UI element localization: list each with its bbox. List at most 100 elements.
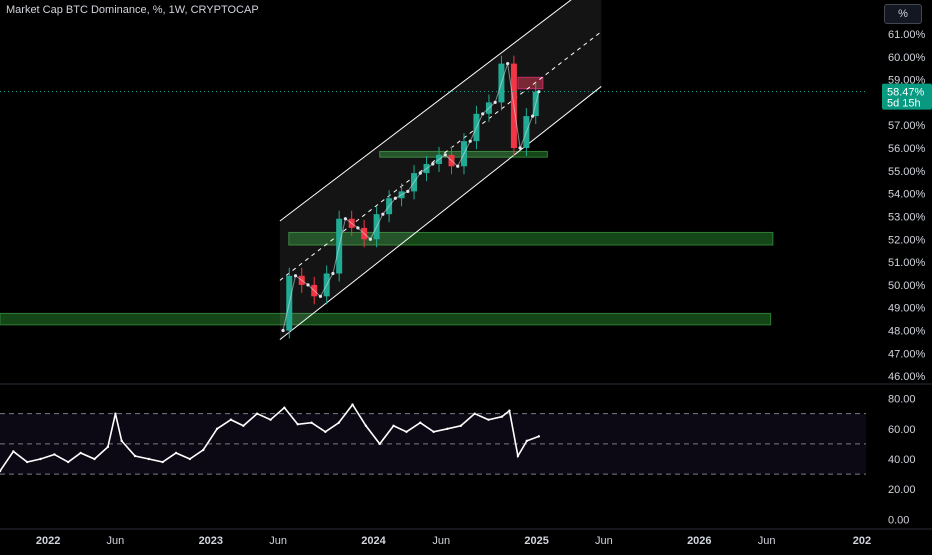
rsi-axis[interactable]: 80.00 60.00 40.00 20.00 0.00 — [888, 394, 916, 527]
rsi-point — [215, 427, 219, 430]
price-tick-label: 52.00% — [888, 234, 926, 246]
price-line — [282, 63, 540, 331]
price-tick-label: 47.00% — [888, 348, 926, 360]
rsi-point — [106, 445, 110, 449]
rsi-point — [188, 457, 192, 461]
last-price-countdown: 5d 15h — [887, 98, 921, 110]
rsi-point — [120, 439, 123, 443]
zone-green-2 — [0, 312, 772, 326]
rsi-point — [459, 424, 463, 427]
price-point — [281, 328, 285, 333]
rsi-point — [114, 412, 117, 415]
price-point — [518, 146, 522, 150]
channel-lower-line — [279, 86, 602, 341]
price-tick-label: 51.00% — [888, 257, 926, 269]
price-point — [406, 189, 410, 193]
price-point — [443, 153, 447, 157]
price-point — [356, 226, 360, 230]
price-axis[interactable]: 61.00%60.00%59.00%58.00%57.00%56.00%55.0… — [882, 29, 932, 383]
percent-scale-button[interactable]: % — [884, 4, 922, 24]
price-point — [368, 237, 372, 241]
price-tick-label: 57.00% — [888, 120, 926, 132]
rsi-point — [0, 469, 2, 473]
time-tick-label: 2026 — [687, 535, 711, 547]
price-tick-label: 54.00% — [888, 189, 926, 201]
rsi-point — [487, 418, 490, 421]
price-tick-label: 61.00% — [888, 29, 926, 41]
price-tick-label: 59.00% — [888, 75, 926, 87]
price-point — [481, 112, 485, 116]
rsi-point — [378, 442, 381, 446]
price-point — [331, 271, 335, 276]
price-point — [468, 139, 472, 143]
rsi-point — [446, 427, 449, 430]
price-tick-label: 53.00% — [888, 211, 926, 223]
rsi-point — [53, 453, 56, 456]
price-point — [381, 212, 385, 216]
rsi-tick-label: 20.00 — [888, 484, 916, 496]
rsi-point — [405, 430, 408, 434]
last-price-value: 58.47% — [887, 87, 925, 99]
rsi-point — [25, 460, 29, 464]
rsi-point — [147, 457, 151, 461]
rsi-point — [269, 418, 272, 421]
rsi-point — [12, 450, 15, 453]
rsi-point — [255, 412, 259, 415]
rsi-point — [525, 439, 529, 443]
price-point — [343, 217, 348, 221]
price-tick-label: 55.00% — [888, 166, 926, 178]
rsi-pane[interactable] — [0, 403, 932, 530]
rsi-point — [202, 448, 205, 452]
rsi-point — [392, 424, 395, 427]
rsi-tick-label: 80.00 — [888, 394, 916, 406]
rsi-point — [39, 457, 42, 461]
rsi-point — [516, 454, 520, 458]
rsi-point — [500, 415, 504, 418]
channel-fill — [279, 0, 602, 340]
price-tick-label: 49.00% — [888, 303, 926, 315]
rsi-point — [432, 430, 435, 434]
rsi-point — [161, 460, 164, 464]
time-axis[interactable]: 2022 Jun 2023 Jun 2024 Jun 2025 Jun 2026 Jun 202 — [36, 535, 871, 547]
rsi-tick-label: 60.00 — [888, 424, 916, 436]
price-tick-label: 50.00% — [888, 280, 926, 292]
rsi-tick-label: 40.00 — [888, 454, 916, 466]
time-tick-label: 2024 — [361, 535, 386, 547]
price-tick-label: 46.00% — [888, 371, 926, 383]
time-tick-label: Jun — [269, 535, 287, 547]
rsi-point — [79, 451, 82, 455]
price-point — [306, 283, 310, 287]
price-point — [537, 90, 541, 94]
time-tick-label: Jun — [758, 535, 776, 547]
rsi-point — [364, 424, 368, 427]
time-tick-label: 2023 — [199, 535, 223, 547]
time-tick-label: Jun — [432, 535, 450, 547]
rsi-point — [419, 421, 422, 424]
chart-title: Market Cap BTC Dominance, %, 1W, CRYPTOC… — [6, 4, 259, 16]
rsi-point — [174, 451, 178, 455]
price-point — [531, 114, 535, 118]
rsi-point — [473, 412, 476, 415]
price-point — [418, 171, 422, 175]
rsi-point — [310, 421, 313, 424]
price-pane[interactable] — [0, 0, 932, 385]
rsi-tick-label: 0.00 — [888, 514, 909, 526]
rsi-point — [242, 424, 245, 427]
rsi-point — [508, 409, 511, 412]
time-tick-label: 2025 — [524, 535, 548, 547]
rsi-point — [537, 435, 541, 438]
price-tick-label: 56.00% — [888, 143, 926, 155]
rsi-point — [324, 430, 327, 434]
time-tick-label: Jun — [107, 535, 125, 547]
price-point — [318, 294, 323, 298]
rsi-point — [133, 454, 137, 458]
price-tick-label: 48.00% — [888, 326, 926, 338]
rsi-point — [93, 457, 96, 461]
rsi-point — [229, 418, 233, 421]
zone-red-3 — [517, 76, 544, 90]
price-tick-label: 60.00% — [888, 52, 926, 64]
last-price-label-bg — [882, 83, 932, 110]
price-point — [506, 62, 510, 66]
